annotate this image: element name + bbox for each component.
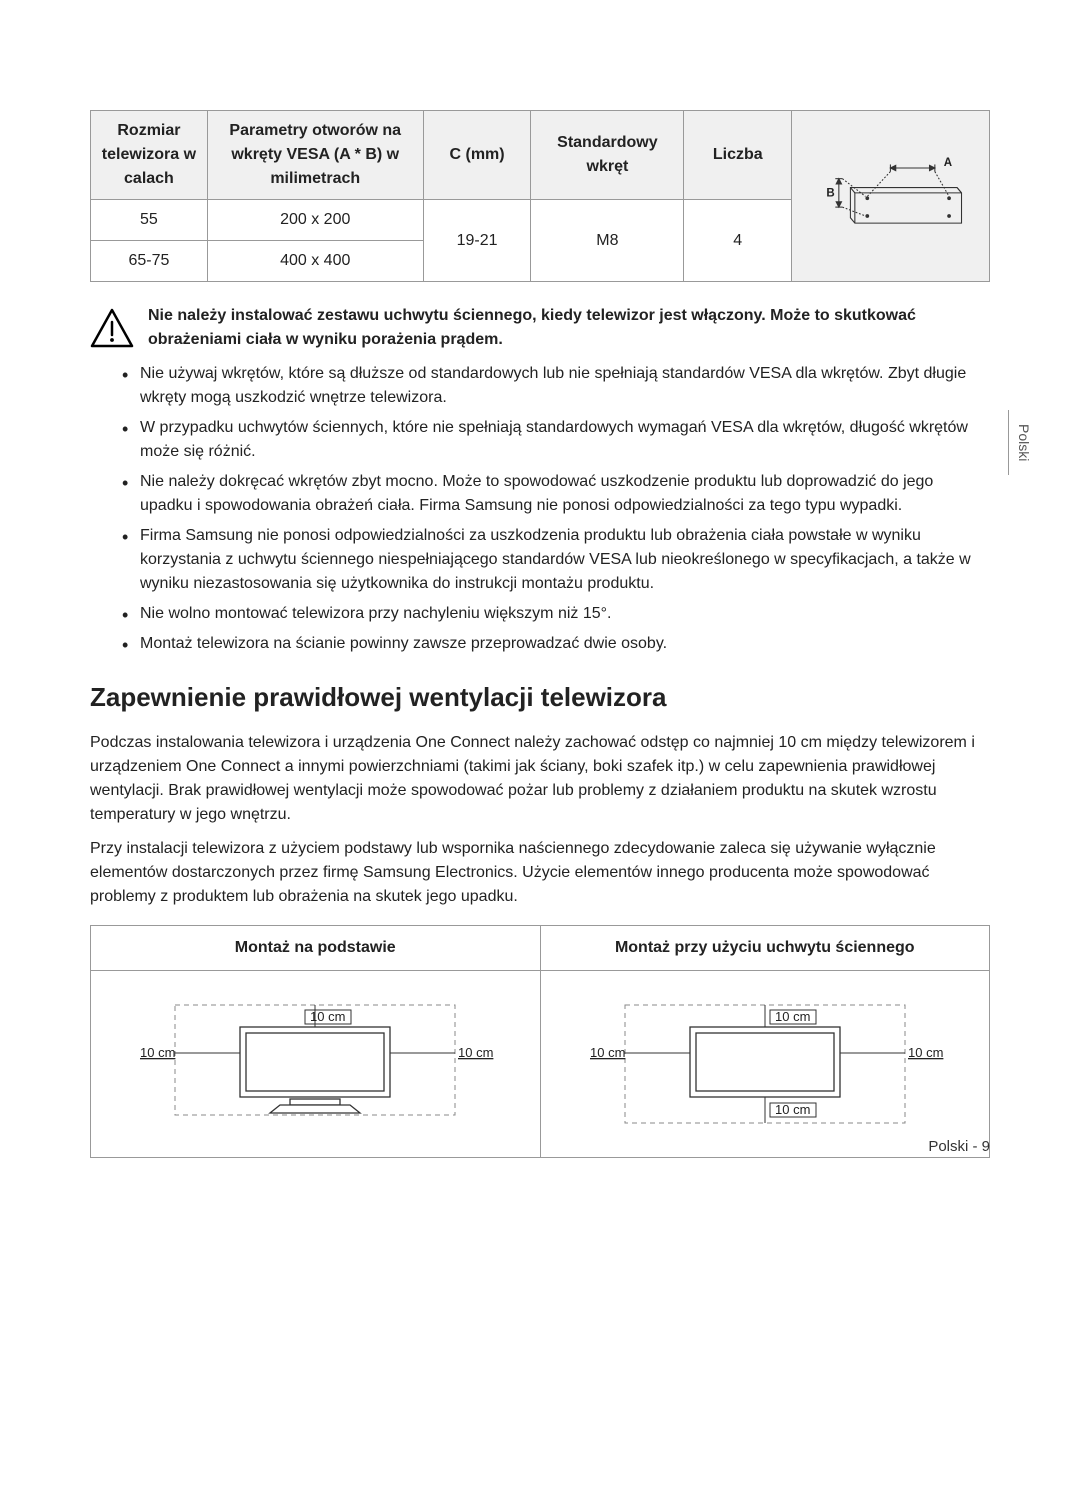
dist-label: 10 cm [908,1045,943,1060]
th-size: Rozmiar telewizora w calach [91,111,208,200]
cell-screw: M8 [531,200,684,282]
warning-icon [90,308,134,348]
bracket-dimension-icon: A B [798,152,983,232]
cell-vesa: 200 x 200 [207,200,423,241]
dist-label: 10 cm [140,1045,175,1060]
list-item: Nie używaj wkrętów, które są dłuższe od … [122,362,990,410]
section-heading-ventilation: Zapewnienie prawidłowej wentylacji telew… [90,678,990,717]
vent-stand-header: Montaż na podstawie [91,926,541,971]
th-vesa: Parametry otworów na wkręty VESA (A * B)… [207,111,423,200]
cell-cmm: 19-21 [423,200,531,282]
dist-label: 10 cm [458,1045,493,1060]
vent-header-row: Montaż na podstawie Montaż przy użyciu u… [91,926,990,971]
list-item: Nie należy dokręcać wkrętów zbyt mocno. … [122,470,990,518]
dist-label: 10 cm [775,1102,810,1117]
dim-a-label: A [944,157,953,169]
tv-stand-diagram-icon: 10 cm 10 cm 10 cm [120,985,510,1135]
vent-stand-cell: 10 cm 10 cm 10 cm [91,971,541,1158]
dist-label: 10 cm [590,1045,625,1060]
language-side-tab: Polski [1008,410,1038,475]
vesa-spec-table: Rozmiar telewizora w calach Parametry ot… [90,110,990,282]
list-item: Nie wolno montować telewizora przy nachy… [122,602,990,626]
dist-label: 10 cm [775,1009,810,1024]
th-screw: Standardowy wkręt [531,111,684,200]
ventilation-table: Montaż na podstawie Montaż przy użyciu u… [90,925,990,1158]
warning-bullet-list: Nie używaj wkrętów, które są dłuższe od … [90,362,990,656]
dist-label: 10 cm [310,1009,345,1024]
vent-wall-header: Montaż przy użyciu uchwytu ściennego [540,926,990,971]
list-item: Montaż telewizora na ścianie powinny zaw… [122,632,990,656]
th-c: C (mm) [423,111,531,200]
table-header-row: Rozmiar telewizora w calach Parametry ot… [91,111,990,200]
list-item: Firma Samsung nie ponosi odpowiedzialnoś… [122,524,990,596]
vent-diagram-row: 10 cm 10 cm 10 cm [91,971,990,1158]
warning-text: Nie należy instalować zestawu uchwytu śc… [148,304,990,352]
tv-wall-diagram-icon: 10 cm 10 cm 10 cm 10 cm [570,985,960,1135]
ventilation-paragraph-1: Podczas instalowania telewizora i urządz… [90,731,990,827]
cell-size: 55 [91,200,208,241]
th-qty: Liczba [684,111,792,200]
bracket-diagram-cell: A B [792,111,990,282]
cell-vesa: 400 x 400 [207,241,423,282]
cell-size: 65-75 [91,241,208,282]
vent-wall-cell: 10 cm 10 cm 10 cm 10 cm [540,971,990,1158]
ventilation-paragraph-2: Przy instalacji telewizora z użyciem pod… [90,837,990,909]
cell-qty: 4 [684,200,792,282]
dim-b-label: B [827,187,835,199]
warning-block: Nie należy instalować zestawu uchwytu śc… [90,304,990,352]
list-item: W przypadku uchwytów ściennych, które ni… [122,416,990,464]
page-footer: Polski - 9 [928,1136,990,1159]
